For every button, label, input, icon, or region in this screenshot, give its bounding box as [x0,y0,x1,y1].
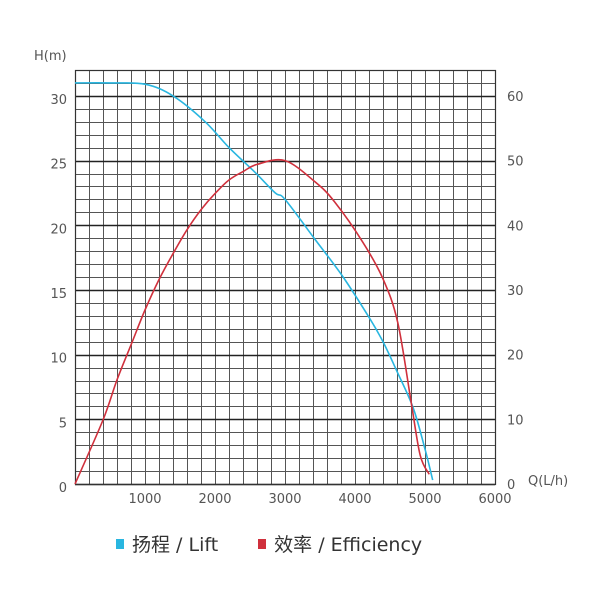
y-tick-label: 15 [50,287,67,302]
x-tick-label: 4000 [338,492,371,507]
y2-tick-label: 60 [507,90,524,105]
x-axis-label: Q(L/h) [528,474,568,489]
y-tick-label: 0 [59,481,67,496]
legend-label-lift: 扬程 / Lift [132,534,219,556]
y2-tick-label: 50 [507,155,524,170]
x-tick-label: 6000 [478,492,511,507]
x-tick-label: 1000 [128,492,161,507]
y-tick-label: 20 [50,222,67,237]
grid [74,69,497,486]
y2-tick-label: 20 [507,349,524,364]
x-tick-label: 5000 [408,492,441,507]
lift-swatch-icon [116,538,124,549]
legend-label-efficiency: 效率 / Efficiency [274,534,423,556]
y-axis-label: H(m) [34,49,67,64]
lift-curve [74,82,434,481]
axis-ticks: 0 5 10 15 20 25 30 0 10 20 30 40 50 60 1000 2000 3000 400… [50,90,523,507]
y2-tick-label: 10 [507,413,524,428]
plot-border [74,69,497,486]
efficiency-curve [74,158,430,485]
y2-tick-label: 40 [507,219,524,234]
x-tick-label: 3000 [268,492,301,507]
efficiency-swatch-icon [258,538,267,549]
y-tick-label: 5 [59,416,67,431]
legend-item-lift: 扬程 / Lift [116,530,218,557]
series-lines [74,82,434,485]
y-tick-label: 10 [50,352,67,367]
legend-item-efficiency: 效率 / Efficiency [258,530,422,557]
y2-tick-label: 30 [507,284,524,299]
x-tick-label: 2000 [198,492,231,507]
y-tick-label: 25 [50,158,67,173]
y2-tick-label: 0 [507,478,515,493]
y-tick-label: 30 [50,93,67,108]
legend: 扬程 / Lift 效率 / Efficiency [116,530,462,557]
